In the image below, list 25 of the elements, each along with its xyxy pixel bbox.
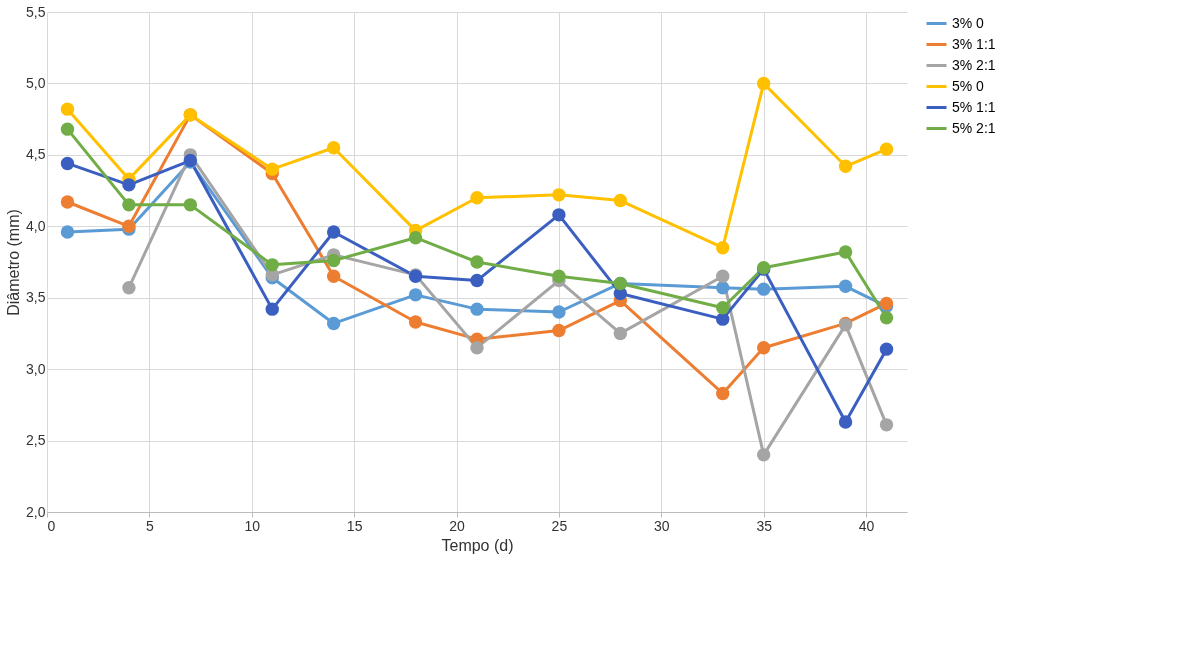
y-tick-label: 4,5 xyxy=(26,146,46,163)
legend-label: 5% 1:1 xyxy=(952,98,996,115)
legend-label: 5% 2:1 xyxy=(952,119,996,136)
x-tick-label: 0 xyxy=(47,517,56,534)
legend-label: 3% 0 xyxy=(952,14,985,31)
x-tick-label: 25 xyxy=(551,517,568,534)
y-tick-label: 3,5 xyxy=(26,289,46,306)
legend-label: 3% 1:1 xyxy=(952,35,996,52)
y-tick-label: 4,0 xyxy=(26,217,46,234)
y-tick-label: 5,5 xyxy=(26,3,46,20)
legend-label: 5% 0 xyxy=(952,77,985,94)
y-tick-label: 2,5 xyxy=(26,432,46,449)
y-tick-label: 2,0 xyxy=(26,503,46,520)
y-tick-label: 5,0 xyxy=(26,74,46,91)
x-tick-label: 30 xyxy=(654,517,670,534)
x-tick-label: 40 xyxy=(858,517,875,534)
x-tick-label: 15 xyxy=(346,517,363,534)
legend-label: 3% 2:1 xyxy=(952,56,996,73)
x-tick-label: 35 xyxy=(756,517,773,534)
x-tick-label: 5 xyxy=(145,517,154,534)
x-tick-label: 20 xyxy=(449,517,466,534)
y-axis-title: Diâmetro (mm) xyxy=(5,209,23,316)
y-tick-label: 3,0 xyxy=(26,360,46,377)
x-tick-label: 10 xyxy=(244,517,261,534)
x-axis-title: Tempo (d) xyxy=(441,536,514,554)
